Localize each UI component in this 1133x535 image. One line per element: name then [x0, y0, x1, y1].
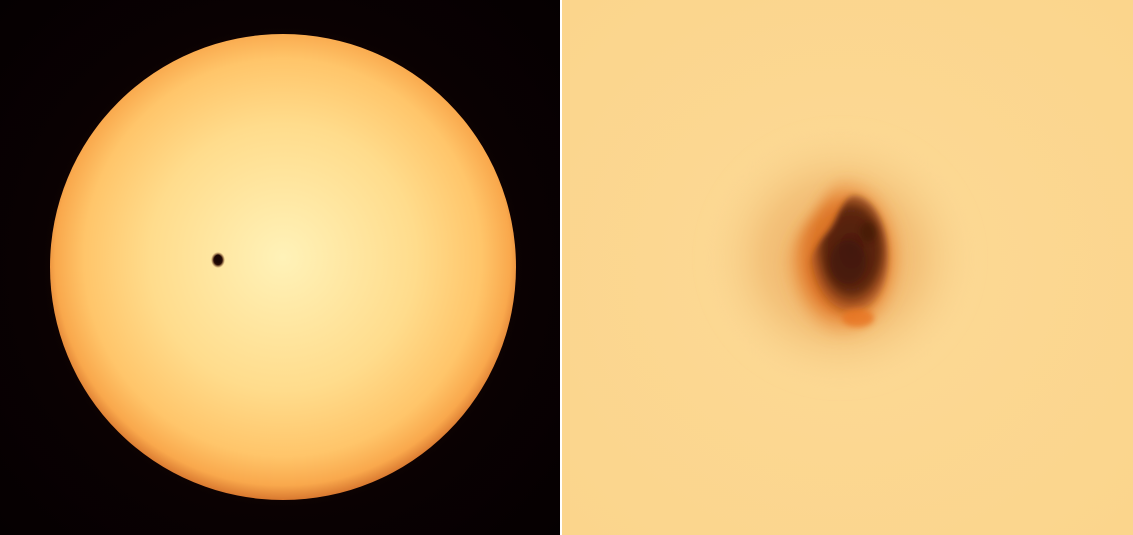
umbra-core-upper	[860, 222, 876, 242]
full-disk-panel	[0, 0, 560, 535]
closeup-panel	[562, 0, 1133, 535]
umbra-core	[830, 240, 866, 284]
sun-disk	[50, 34, 516, 500]
penumbra-bright-lower	[842, 309, 874, 327]
sunspot-closeup-image	[562, 0, 1133, 535]
full-disk-image	[38, 22, 528, 512]
sunspot-umbra-small	[214, 254, 222, 264]
